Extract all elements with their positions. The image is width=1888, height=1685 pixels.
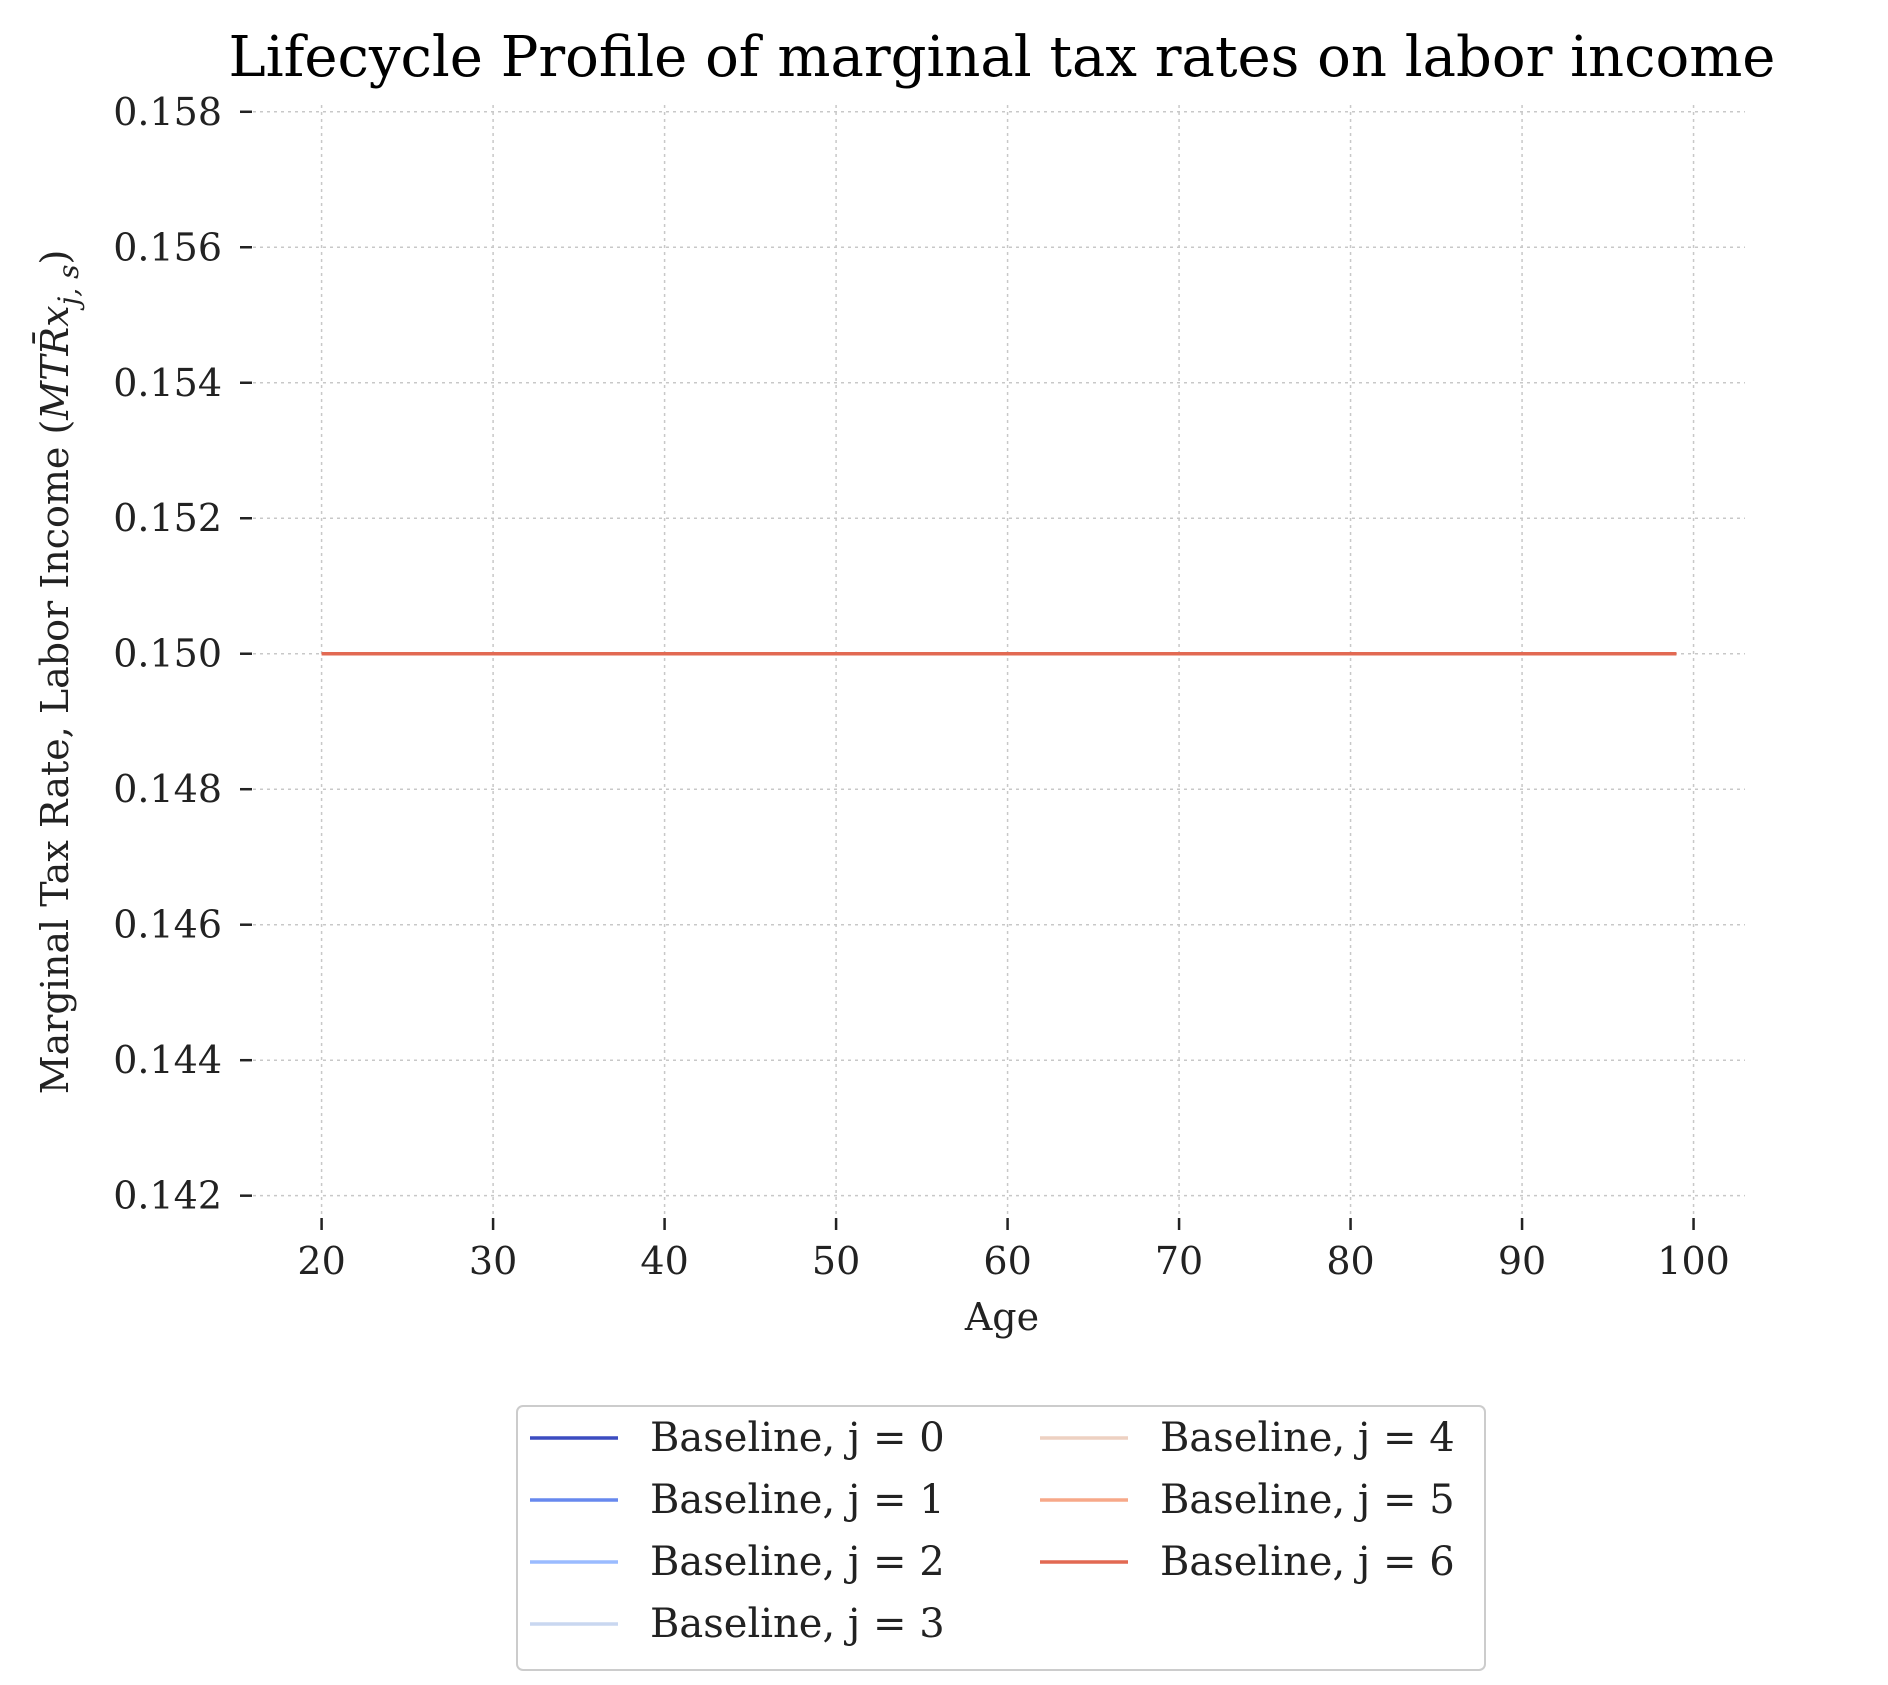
legend-label: Baseline, j = 4 (1160, 1415, 1455, 1461)
y-tick-label: 0.152 (113, 496, 222, 540)
grid (253, 105, 1745, 1216)
x-tick-label: 30 (469, 1239, 517, 1283)
x-tick-label: 60 (983, 1239, 1031, 1283)
x-tick-label: 90 (1498, 1239, 1546, 1283)
chart-title: Lifecycle Profile of marginal tax rates … (229, 25, 1776, 90)
x-tick-label: 80 (1326, 1239, 1374, 1283)
x-axis-ticks: 20 30 40 50 60 70 80 90 100 (297, 1218, 1730, 1283)
y-tick-label: 0.148 (113, 767, 222, 811)
legend-label: Baseline, j = 6 (1160, 1539, 1455, 1585)
y-tick-label: 0.150 (113, 632, 222, 676)
y-axis-label: Marginal Tax Rate, Labor Income (MTR̄xj,… (33, 250, 85, 1095)
y-tick-label: 0.154 (113, 361, 222, 405)
legend-label: Baseline, j = 3 (650, 1601, 945, 1647)
y-tick-label: 0.146 (113, 903, 222, 947)
legend-label: Baseline, j = 5 (1160, 1477, 1455, 1523)
legend-label: Baseline, j = 0 (650, 1415, 945, 1461)
y-axis-ticks: 0.142 0.144 0.146 0.148 0.150 0.152 0.154 0.156… (113, 90, 252, 1218)
y-tick-label: 0.144 (113, 1038, 222, 1082)
y-tick-label: 0.156 (113, 225, 222, 269)
legend-label: Baseline, j = 2 (650, 1539, 945, 1585)
x-tick-label: 40 (640, 1239, 688, 1283)
x-tick-label: 100 (1657, 1239, 1730, 1283)
legend-label: Baseline, j = 1 (650, 1477, 945, 1523)
legend: Baseline, j = 0 Baseline, j = 1 Baseline, … (516, 1405, 1486, 1671)
x-tick-label: 50 (812, 1239, 860, 1283)
y-tick-label: 0.142 (113, 1174, 222, 1218)
legend-box (516, 1405, 1486, 1671)
x-axis-label: Age (964, 1295, 1039, 1339)
x-tick-label: 70 (1155, 1239, 1203, 1283)
x-tick-label: 20 (297, 1239, 345, 1283)
y-tick-label: 0.158 (113, 90, 222, 134)
